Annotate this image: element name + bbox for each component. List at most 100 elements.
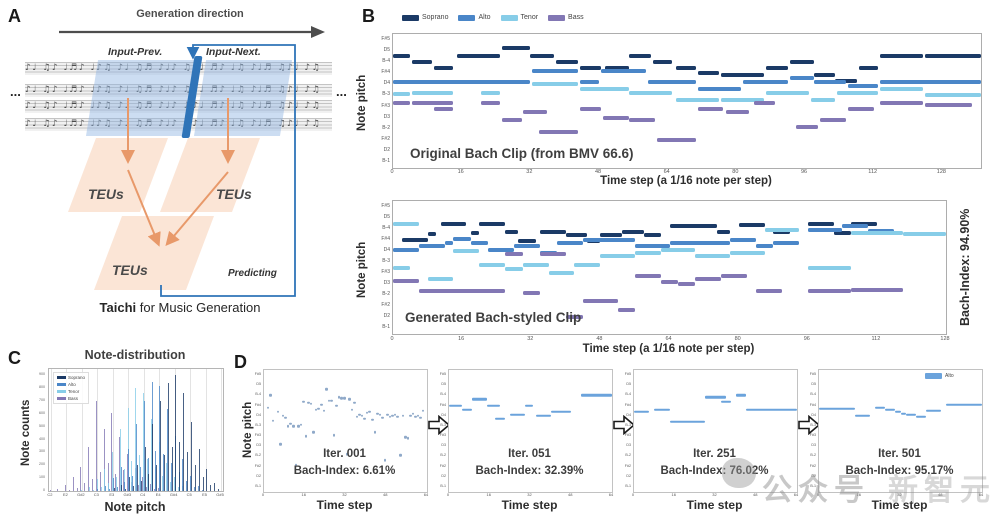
hist-bar xyxy=(153,489,155,491)
note-bar xyxy=(854,414,870,418)
note-bar xyxy=(286,424,290,428)
y-tick-label: B-4 xyxy=(382,224,390,231)
note-bar xyxy=(337,396,341,399)
y-tick-label: B-3 xyxy=(382,257,390,264)
y-tick-label: B-2 xyxy=(440,453,446,458)
y-tick-label: F#4 xyxy=(381,235,390,242)
y-tick-label: F#3 xyxy=(439,433,446,438)
note-bar xyxy=(813,80,846,85)
y-tick-label: F#2 xyxy=(381,302,390,309)
note-bar xyxy=(634,274,661,279)
iter-051-xlabel: Time step xyxy=(501,498,558,512)
x-tick-label: G#3 xyxy=(123,492,132,497)
hist-bar xyxy=(146,458,148,491)
chart1-plot xyxy=(392,33,982,169)
x-tick-label: E5 xyxy=(202,492,208,497)
iter-501-yaxis: F#5 D5 B-4 F#4 D4 B-3 F#3 D3 B-2 F#2 D2 B-1 xyxy=(807,369,818,491)
hist-bar xyxy=(162,475,164,491)
gridline xyxy=(174,369,176,491)
note-bar xyxy=(505,230,519,235)
note-bar xyxy=(656,138,696,143)
hist-bar xyxy=(167,408,168,491)
hist-bar xyxy=(88,447,90,491)
hist-bar xyxy=(95,401,97,491)
note-bar xyxy=(579,86,630,91)
chart2-yaxis: F#5 D5 B-4 F#4 D4 B-3 F#3 D3 B-2 F#2 D2 B-1 xyxy=(368,200,392,333)
note-bar xyxy=(532,82,578,87)
note-bar xyxy=(654,408,670,411)
note-bar xyxy=(695,276,722,281)
legend-swatch-icon xyxy=(402,14,419,21)
note-bar xyxy=(721,73,765,78)
note-bar xyxy=(433,106,454,111)
note-bar xyxy=(925,54,981,59)
x-tick-label: 0 xyxy=(446,492,450,497)
note-bar xyxy=(875,406,886,409)
y-tick-label: B-4 xyxy=(625,392,631,397)
y-tick-label: D5 xyxy=(626,382,631,387)
iter-501-bach-index: Bach-Index: 95.17% xyxy=(845,465,954,478)
note-bar xyxy=(617,307,635,312)
note-bar xyxy=(539,252,566,257)
legend-item: Bass xyxy=(548,14,584,21)
teu-left-label: TEUs xyxy=(88,186,124,202)
chart2-inner-title: Generated Bach-styled Clip xyxy=(405,310,582,325)
note-bar xyxy=(669,420,706,424)
gridline xyxy=(66,369,68,491)
note-bar xyxy=(345,453,349,456)
legend-item: Alto xyxy=(925,373,954,379)
y-tick-label: D2 xyxy=(441,473,446,478)
gridline xyxy=(128,369,130,491)
watermark-logo xyxy=(722,458,756,488)
note-bar xyxy=(574,263,601,268)
note-bar xyxy=(583,237,635,242)
hist-bar xyxy=(170,462,172,491)
note-bar xyxy=(365,411,369,414)
hist-bar xyxy=(65,485,66,491)
hist-bar xyxy=(158,442,160,491)
hist-bar xyxy=(128,448,130,491)
note-bar xyxy=(579,80,599,85)
note-bar xyxy=(535,414,551,418)
hist-bar xyxy=(119,429,121,491)
hist-bar xyxy=(72,476,74,491)
note-bar xyxy=(565,233,588,238)
hist-bar xyxy=(136,424,138,491)
stave-row-4: ♪♩ ♫♪ ♩♬♪ ♩♪♫ ♪♩ ♫♬ ♪♩♪ ♫♪♩ ♬♪ ♩♫ ♪♩♬ ♫♪… xyxy=(25,118,332,131)
note-bar xyxy=(811,97,836,102)
iter-251-text: Iter. 251 Bach-Index: 76.02% xyxy=(633,446,796,481)
note-bar xyxy=(332,433,336,437)
panel-c-legend: Soprano Alto Tenor Bass xyxy=(53,372,90,404)
legend-label: Alto xyxy=(945,373,954,379)
y-tick-label: 100 xyxy=(39,475,45,480)
note-bar xyxy=(388,415,392,419)
y-tick-label: F#4 xyxy=(381,69,390,76)
legend-label: Alto xyxy=(68,382,76,387)
note-bar xyxy=(393,91,411,96)
iter-051-plot xyxy=(448,369,613,493)
x-tick-label: 112 xyxy=(868,169,878,175)
x-tick-label: 112 xyxy=(871,336,881,342)
note-bar xyxy=(629,54,651,59)
x-tick-label: 128 xyxy=(936,169,946,175)
note-bar xyxy=(895,410,901,413)
iter-051-label: Iter. 051 xyxy=(508,448,551,460)
hist-bar xyxy=(131,461,133,491)
hist-bar xyxy=(214,483,216,491)
note-bar xyxy=(299,423,303,427)
y-tick-label: F#3 xyxy=(809,433,816,438)
iter-251-xaxis: 0 16 32 48 64 xyxy=(632,492,798,497)
hist-bar xyxy=(144,447,146,491)
hist-bar xyxy=(171,447,173,491)
hist-bar xyxy=(179,442,181,491)
legend-item: Alto xyxy=(57,382,85,387)
hist-bar xyxy=(210,484,212,491)
note-bar xyxy=(406,436,410,440)
note-bar xyxy=(393,265,411,270)
chart1-yaxis: F#5 D5 B-4 F#4 D4 B-3 F#3 D3 B-2 F#2 D2 B-1 xyxy=(368,33,392,167)
hist-bar xyxy=(156,465,158,491)
hist-bar xyxy=(105,485,107,491)
watermark-text-2: 新智元 xyxy=(888,474,996,507)
y-tick-label: D5 xyxy=(811,382,816,387)
x-tick-label: 16 xyxy=(301,492,306,497)
